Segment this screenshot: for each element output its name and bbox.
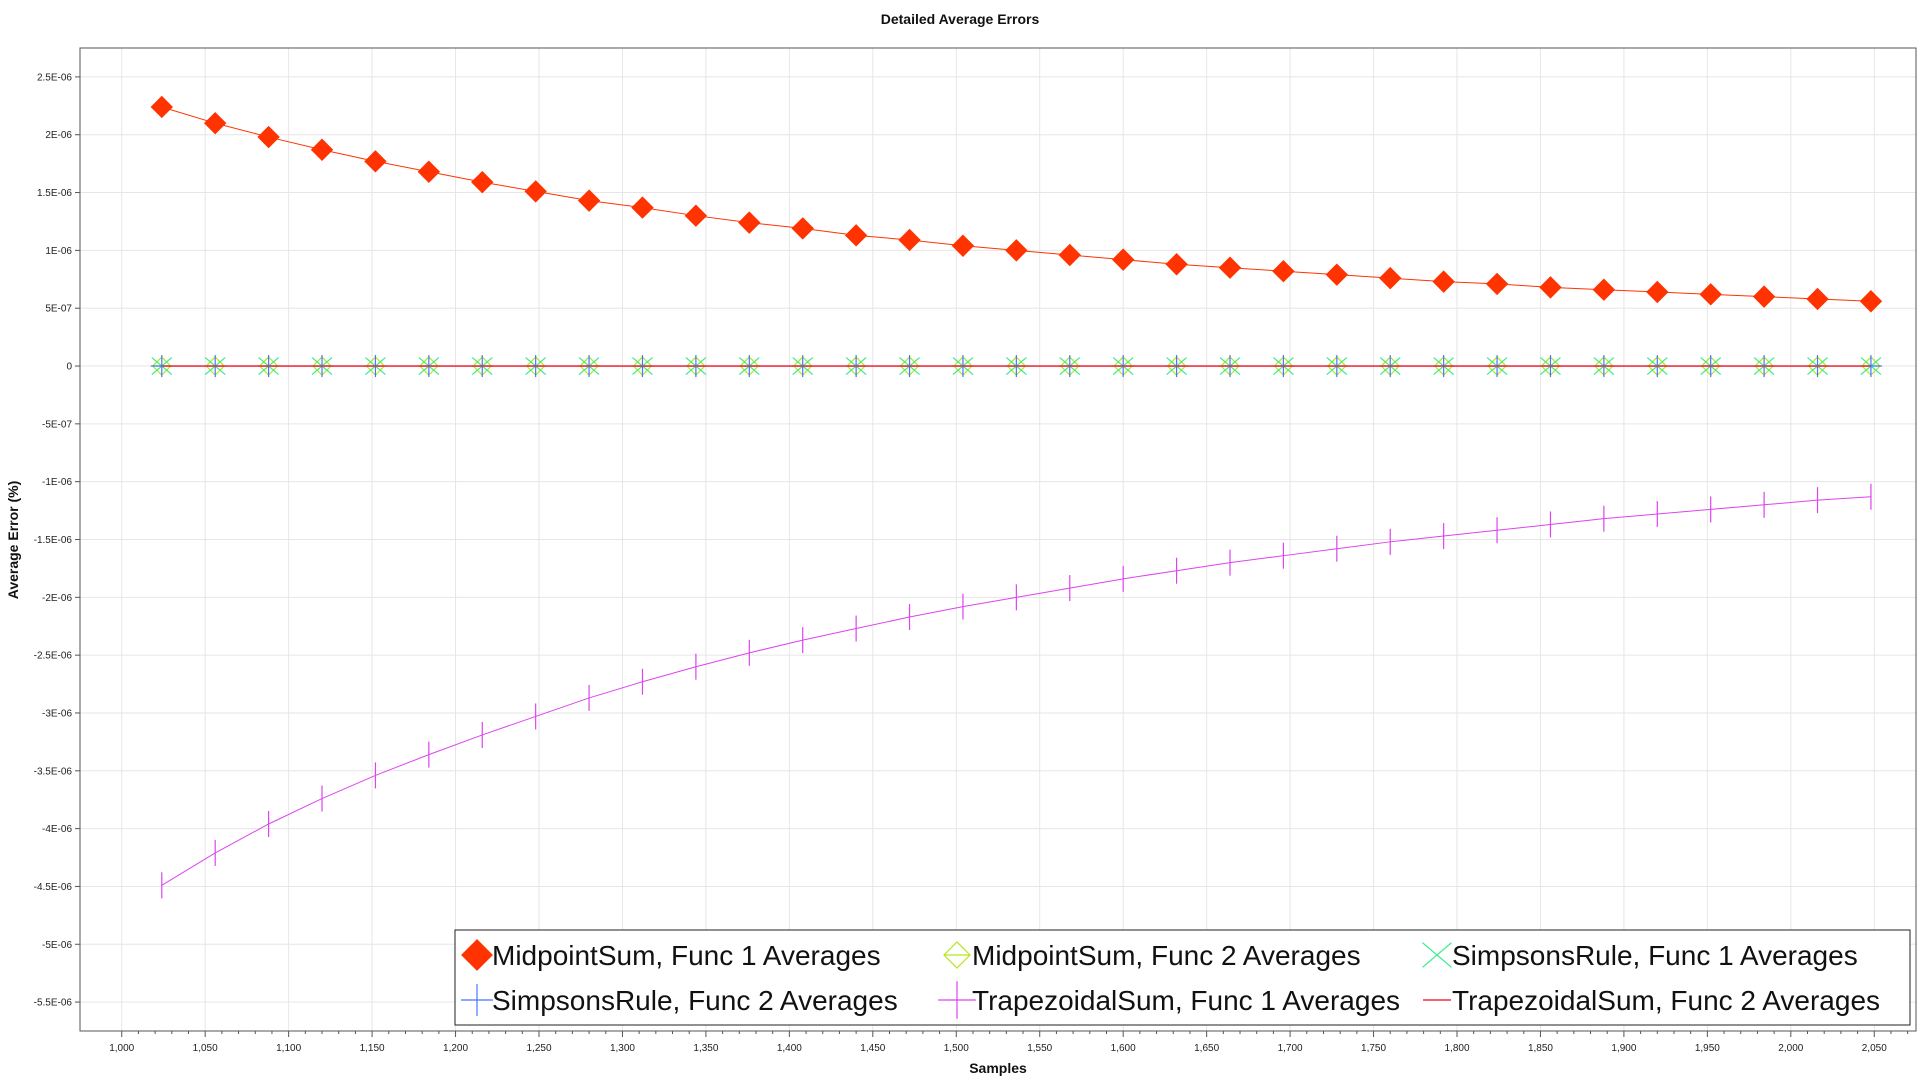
x-tick-label: 1,600 xyxy=(1111,1043,1136,1054)
legend-label: SimpsonsRule, Func 1 Averages xyxy=(1452,940,1858,971)
data-point xyxy=(524,180,547,203)
series-4 xyxy=(161,483,1872,899)
data-point xyxy=(257,125,280,149)
x-tick-label: 1,450 xyxy=(860,1043,885,1054)
data-point xyxy=(684,204,708,227)
legend-box xyxy=(454,929,1911,1026)
data-point xyxy=(1165,253,1188,276)
data-point xyxy=(577,189,601,212)
x-tick-label: 2,000 xyxy=(1778,1043,1803,1054)
data-series xyxy=(150,95,1883,899)
data-point xyxy=(1218,256,1242,279)
data-point xyxy=(1111,248,1135,271)
y-tick-label: 2.5E-06 xyxy=(37,72,72,83)
y-tick-label: -4E-06 xyxy=(42,824,72,835)
data-point xyxy=(1432,270,1455,293)
y-tick-label: 1.5E-06 xyxy=(37,188,72,199)
x-tick-label: 1,700 xyxy=(1278,1043,1303,1054)
data-point xyxy=(310,138,334,161)
data-point xyxy=(364,150,387,173)
x-tick-label: 1,200 xyxy=(443,1043,468,1054)
legend-item: SimpsonsRule, Func 2 Averages xyxy=(461,984,898,1016)
data-point xyxy=(1539,276,1562,299)
data-point xyxy=(1058,243,1081,267)
data-point xyxy=(1646,280,1669,304)
data-point xyxy=(1699,283,1722,306)
x-tick-label: 1,350 xyxy=(693,1043,718,1054)
data-point xyxy=(898,228,921,252)
x-tick-label: 1,400 xyxy=(777,1043,802,1054)
legend-item: TrapezoidalSum, Func 2 Averages xyxy=(1423,985,1880,1016)
axes: 1,000 1,050 1,100 1,150 1,200 1,250 1,300 1,350… xyxy=(34,72,1909,1054)
data-point xyxy=(1592,278,1616,301)
data-point xyxy=(738,211,761,234)
y-tick-label: -4.5E-06 xyxy=(34,882,73,893)
legend-item: MidpointSum, Func 1 Averages xyxy=(461,939,881,971)
x-tick-label: 1,900 xyxy=(1611,1043,1636,1054)
y-tick-label: 5E-07 xyxy=(45,304,72,315)
y-tick-label: -5.5E-06 xyxy=(34,998,73,1009)
legend-label: SimpsonsRule, Func 2 Averages xyxy=(492,985,898,1016)
x-tick-label: 1,000 xyxy=(109,1043,134,1054)
legend-label: TrapezoidalSum, Func 1 Averages xyxy=(972,985,1400,1016)
x-tick-label: 1,550 xyxy=(1027,1043,1052,1054)
legend-label: MidpointSum, Func 1 Averages xyxy=(492,940,881,971)
data-point xyxy=(1859,290,1883,313)
data-point-arm xyxy=(1422,942,1452,968)
data-point xyxy=(943,941,971,969)
y-tick-label: -2E-06 xyxy=(42,593,72,604)
y-tick-label: -1E-06 xyxy=(42,477,72,488)
y-tick-label: 1E-06 xyxy=(45,246,72,257)
x-tick-label: 2,050 xyxy=(1862,1043,1887,1054)
data-point xyxy=(461,939,493,971)
legend: MidpointSum, Func 1 Averages MidpointSum,… xyxy=(454,929,1911,1026)
y-tick-label: -5E-07 xyxy=(42,419,72,430)
x-tick-label: 1,050 xyxy=(193,1043,218,1054)
legend-label: MidpointSum, Func 2 Averages xyxy=(972,940,1361,971)
x-tick-label: 1,250 xyxy=(526,1043,551,1054)
x-tick-label: 1,950 xyxy=(1695,1043,1720,1054)
data-point xyxy=(417,160,441,183)
legend-item: MidpointSum, Func 2 Averages xyxy=(943,940,1361,971)
data-point xyxy=(844,224,868,247)
data-point xyxy=(203,111,227,135)
data-point xyxy=(631,196,654,219)
y-tick-label: -2.5E-06 xyxy=(34,651,73,662)
x-tick-label: 1,100 xyxy=(276,1043,301,1054)
data-point xyxy=(1272,259,1295,283)
data-point xyxy=(1806,287,1829,311)
y-tick-label: -5E-06 xyxy=(42,940,72,951)
x-tick-label: 1,150 xyxy=(360,1043,385,1054)
x-tick-label: 1,850 xyxy=(1528,1043,1553,1054)
x-tick-label: 1,300 xyxy=(610,1043,635,1054)
data-point xyxy=(471,170,494,194)
data-point xyxy=(150,95,173,119)
legend-item: SimpsonsRule, Func 1 Averages xyxy=(1422,940,1858,971)
legend-label: TrapezoidalSum, Func 2 Averages xyxy=(1452,985,1880,1016)
x-tick-label: 1,750 xyxy=(1361,1043,1386,1054)
y-axis-title: Average Error (%) xyxy=(5,481,21,600)
series-0 xyxy=(150,95,1883,313)
data-point xyxy=(1485,272,1509,296)
data-point xyxy=(951,234,975,257)
x-axis-title: Samples xyxy=(969,1060,1027,1076)
y-tick-label: 0 xyxy=(66,362,72,373)
data-point xyxy=(1325,263,1349,286)
legend-item: TrapezoidalSum, Func 1 Averages xyxy=(938,981,1400,1019)
data-point xyxy=(791,217,814,240)
chart-title: Detailed Average Errors xyxy=(881,11,1040,27)
y-tick-label: 2E-06 xyxy=(45,130,72,141)
y-tick-label: -1.5E-06 xyxy=(34,535,73,546)
data-point xyxy=(1752,285,1776,308)
data-point xyxy=(1005,239,1028,262)
data-point xyxy=(1379,266,1402,290)
y-tick-label: -3E-06 xyxy=(42,708,72,719)
x-tick-label: 1,650 xyxy=(1194,1043,1219,1054)
y-tick-label: -3.5E-06 xyxy=(34,766,73,777)
x-tick-label: 1,500 xyxy=(944,1043,969,1054)
x-tick-label: 1,800 xyxy=(1444,1043,1469,1054)
